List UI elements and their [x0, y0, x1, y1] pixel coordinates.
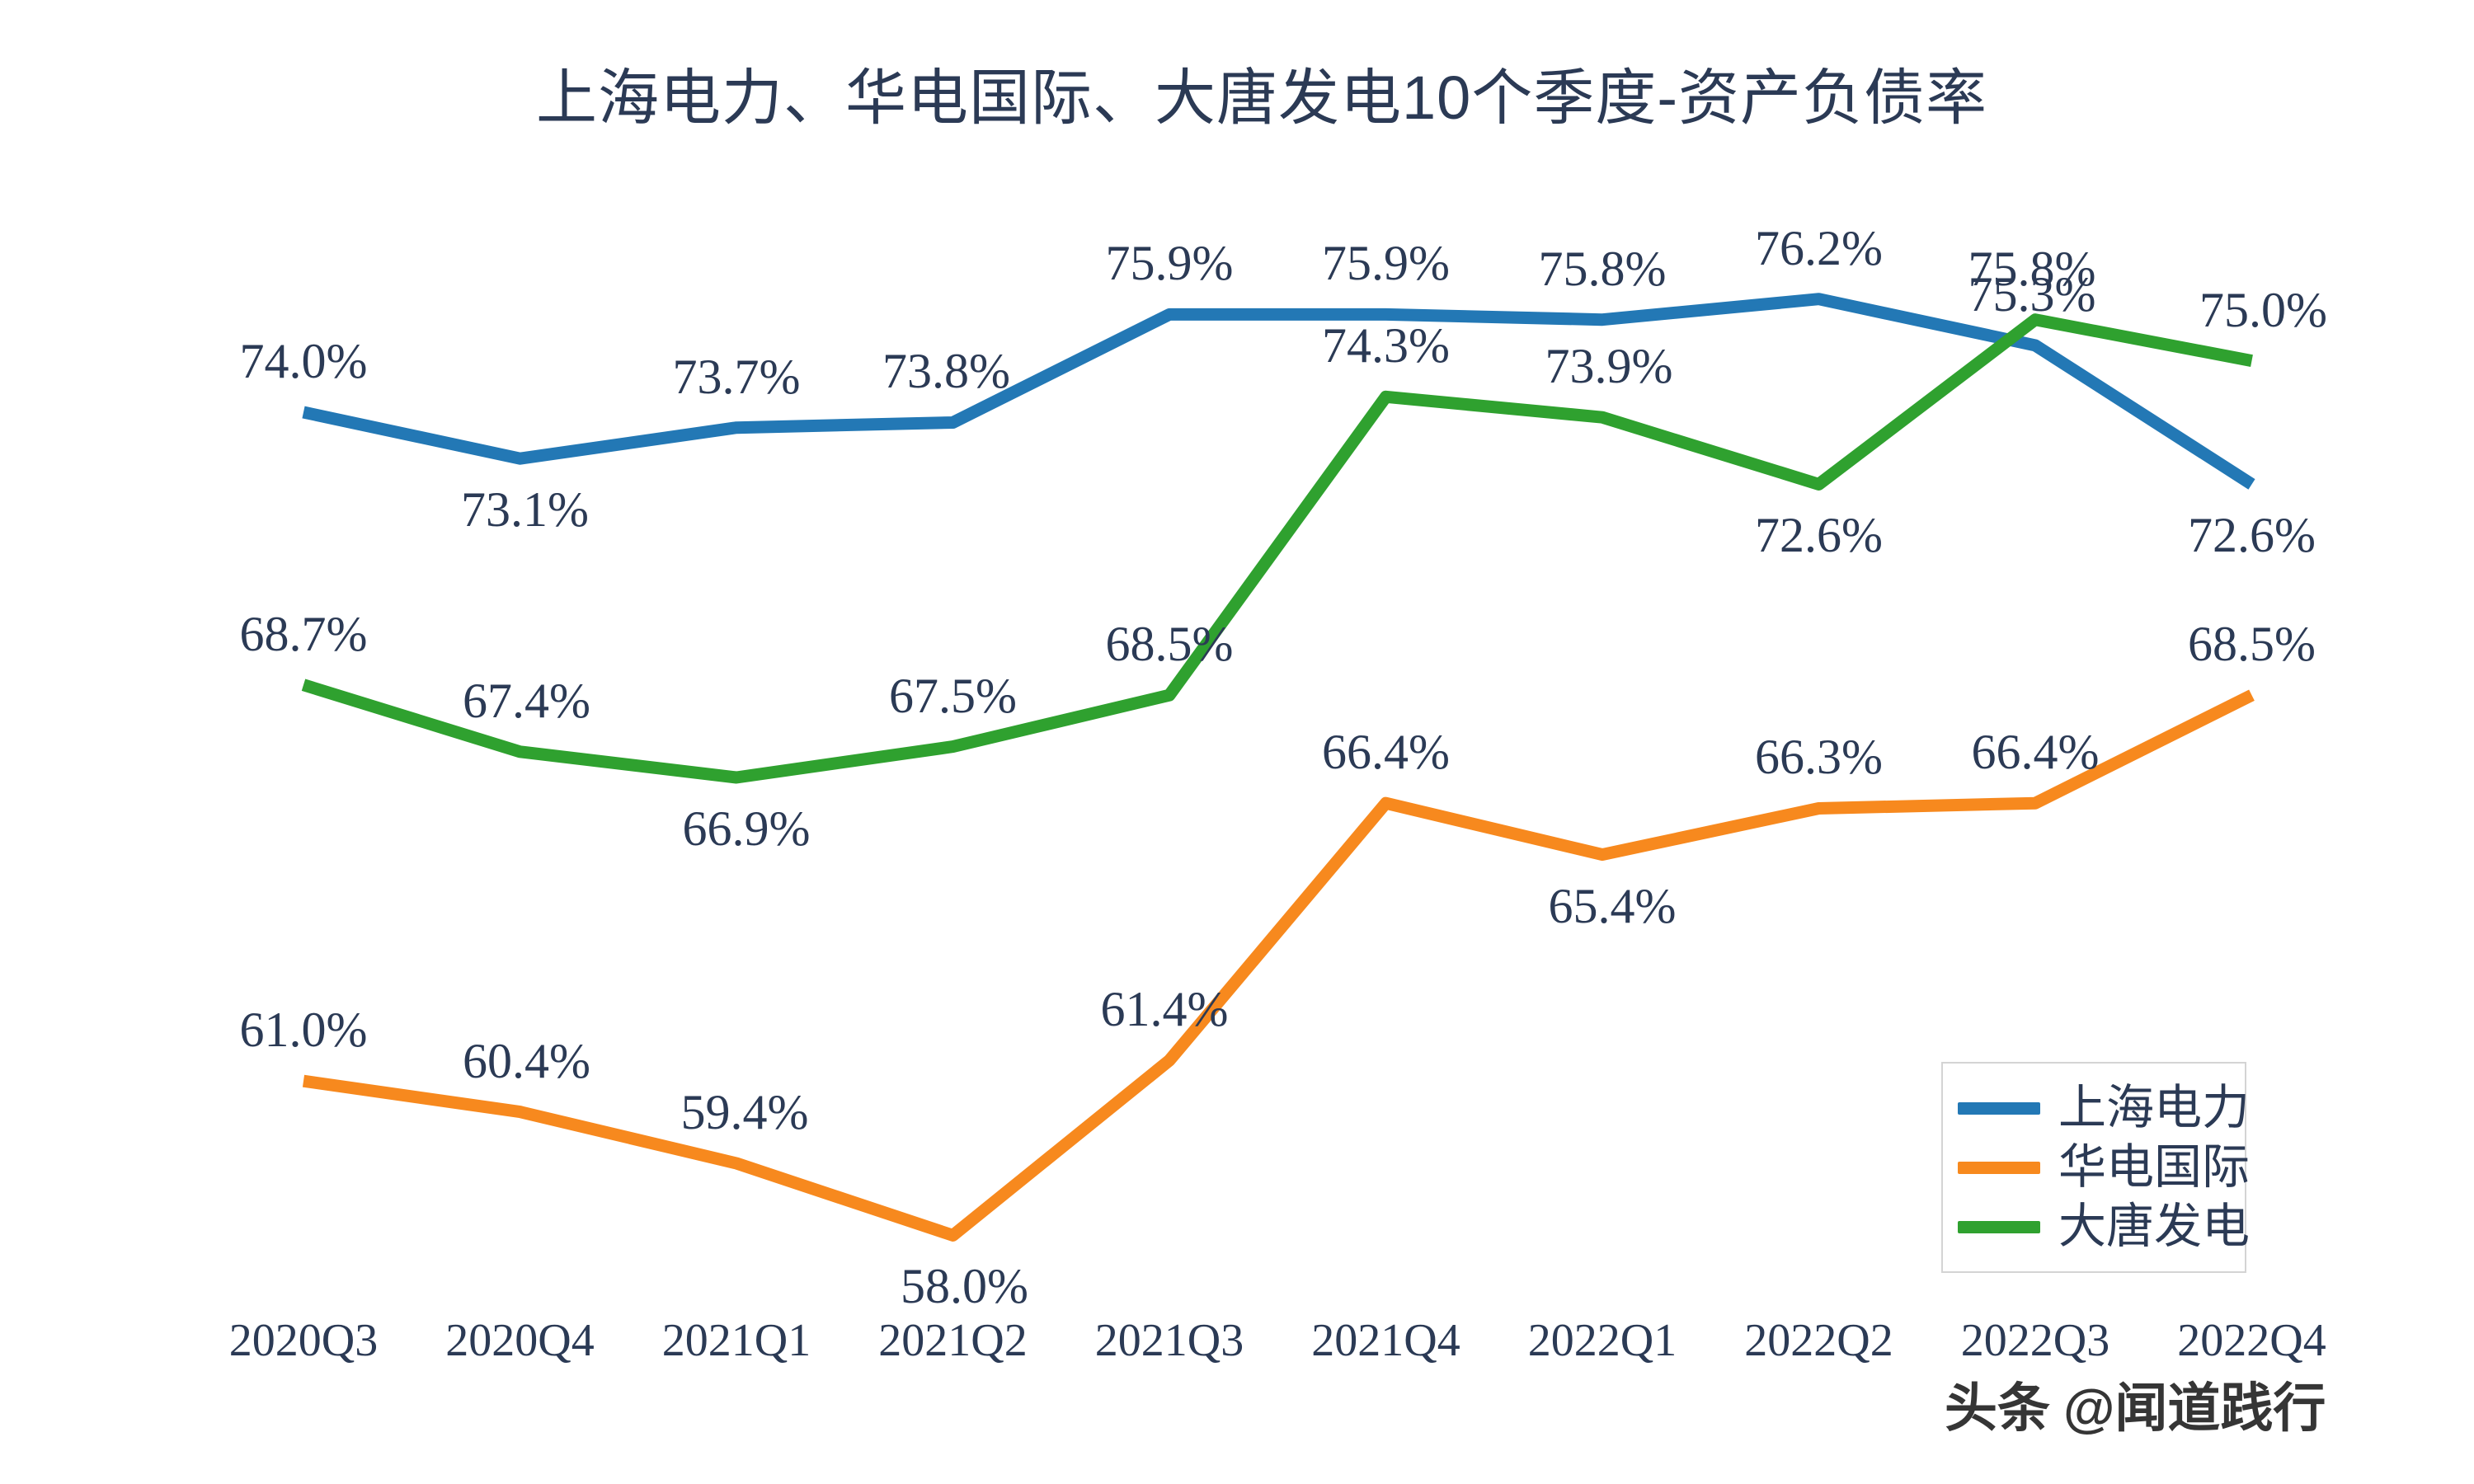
- data-point-label: 75.9%: [1105, 236, 1234, 291]
- data-point-label: 67.4%: [463, 673, 590, 728]
- x-axis-tick-label: 2022Q2: [1744, 1315, 1893, 1366]
- data-point-label: 61.4%: [1100, 982, 1229, 1037]
- data-point-label: 74.3%: [1322, 318, 1450, 373]
- data-point-label: 73.1%: [461, 482, 589, 538]
- watermark-handle: @闻道践行: [2063, 1378, 2326, 1438]
- data-point-label: 73.9%: [1545, 339, 1673, 394]
- data-point-label: 66.4%: [1971, 725, 2100, 780]
- x-axis-tick-label: 2021Q2: [878, 1315, 1028, 1366]
- data-point-label: 66.4%: [1322, 725, 1450, 780]
- data-point-label: 73.8%: [882, 344, 1010, 399]
- x-axis-tick-label: 2021Q3: [1094, 1315, 1244, 1366]
- legend-item-label: 大唐发电: [2058, 1200, 2251, 1253]
- x-axis-tick-label: 2020Q4: [445, 1315, 595, 1366]
- data-point-label: 75.0%: [2199, 282, 2327, 337]
- data-point-label: 68.5%: [1105, 617, 1234, 672]
- legend-swatch-icon: [1958, 1220, 2040, 1233]
- x-axis-tick-label: 2022Q1: [1527, 1315, 1677, 1366]
- data-point-label: 66.3%: [1755, 730, 1883, 785]
- x-axis-tick-label: 2021Q1: [661, 1315, 811, 1366]
- data-point-label: 61.0%: [239, 1003, 368, 1058]
- x-axis-tick-label: 2022Q4: [2177, 1315, 2326, 1366]
- legend-swatch-icon: [1958, 1101, 2040, 1115]
- data-point-label: 72.6%: [1755, 508, 1883, 563]
- data-point-label: 58.0%: [901, 1259, 1028, 1314]
- x-axis-tick-label: 2020Q3: [228, 1315, 379, 1366]
- series-line: [301, 313, 2253, 784]
- series-line: [302, 293, 2255, 490]
- data-point-label: 68.7%: [239, 606, 368, 661]
- data-point-label: 60.4%: [463, 1033, 590, 1088]
- data-point-label: 59.4%: [680, 1085, 809, 1140]
- x-axis-tick-label: 2021Q4: [1311, 1315, 1460, 1366]
- data-point-label: 75.8%: [1968, 241, 2096, 296]
- data-point-label: 67.5%: [889, 668, 1017, 723]
- legend-swatch-icon: [1958, 1161, 2040, 1174]
- data-point-label: 68.5%: [2188, 617, 2316, 672]
- data-point-label: 76.2%: [1755, 220, 1883, 275]
- chart-legend: 上海电力 华电国际 大唐发电: [1941, 1062, 2250, 1273]
- data-point-label: 74.0%: [239, 334, 368, 388]
- legend-item-label: 华电国际: [2058, 1140, 2251, 1194]
- series-line: [302, 689, 2255, 1242]
- legend-item-label: 上海电力: [2058, 1081, 2251, 1134]
- watermark: 头条 @闻道践行: [1945, 1382, 2326, 1435]
- toutiao-logo-icon: 头条: [1945, 1378, 2050, 1438]
- data-point-label: 65.4%: [1548, 878, 1677, 933]
- x-axis-tick-label: 2022Q3: [1960, 1315, 2110, 1366]
- data-point-label: 72.6%: [2188, 508, 2316, 563]
- legend-item[interactable]: 华电国际: [1958, 1138, 2250, 1197]
- data-point-label: 66.9%: [682, 801, 811, 857]
- data-point-label: 75.3%: [1968, 266, 2096, 322]
- data-point-label: 73.7%: [672, 349, 801, 404]
- legend-item[interactable]: 大唐发电: [1958, 1197, 2250, 1256]
- data-point-label: 75.8%: [1538, 241, 1667, 296]
- legend-item[interactable]: 上海电力: [1958, 1078, 2250, 1138]
- chart-title: 上海电力、华电国际、大唐发电10个季度-资产负债率: [536, 63, 1987, 132]
- data-point-label: 75.9%: [1322, 236, 1450, 291]
